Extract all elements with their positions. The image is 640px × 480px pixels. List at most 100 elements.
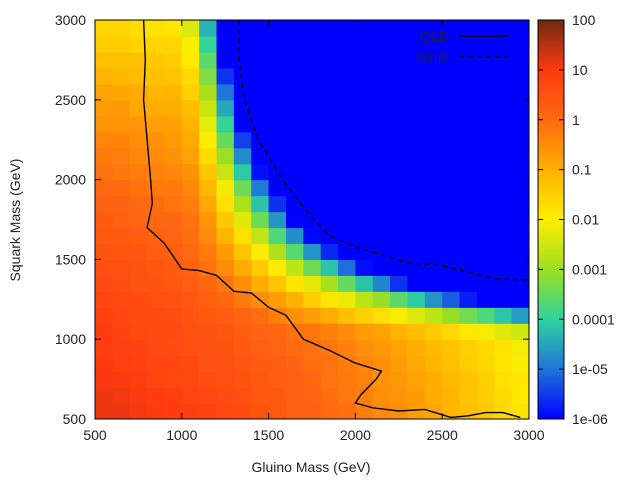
heatmap-cell <box>112 339 131 356</box>
heatmap-cell <box>476 275 495 292</box>
heatmap-cell <box>112 115 131 133</box>
heatmap-cell <box>268 20 287 37</box>
heatmap-cell <box>459 195 478 213</box>
heatmap-cell <box>112 195 131 213</box>
heatmap-cell <box>95 115 113 133</box>
heatmap-cell <box>424 131 443 149</box>
heatmap-cell <box>494 291 513 308</box>
heatmap-cell <box>390 163 409 181</box>
heatmap-cell <box>494 387 513 404</box>
heatmap-cell <box>442 211 461 229</box>
heatmap-cell <box>233 51 252 69</box>
heatmap-cell <box>112 259 131 276</box>
heatmap-cell <box>147 115 166 133</box>
heatmap-cell <box>390 355 409 372</box>
heatmap-cell <box>476 131 495 149</box>
heatmap-cell <box>147 403 166 419</box>
heatmap-cell <box>181 227 200 245</box>
heatmap-cell <box>303 179 322 197</box>
heatmap-cell <box>216 35 235 53</box>
heatmap-cell <box>216 20 235 21</box>
heatmap-cell <box>129 291 148 308</box>
colorbar-tick-label: 100 <box>572 12 596 28</box>
heatmap-cell <box>494 67 513 85</box>
heatmap-cell <box>459 83 478 101</box>
heatmap-cell <box>233 339 252 356</box>
heatmap-cell <box>338 99 356 117</box>
heatmap-cell <box>390 323 409 340</box>
heatmap-cell <box>95 83 113 101</box>
heatmap-cell <box>112 355 131 372</box>
heatmap-cell <box>372 227 391 245</box>
heatmap-cell <box>494 211 513 229</box>
heatmap-cell <box>147 131 166 149</box>
heatmap-cell <box>459 131 478 149</box>
heatmap-cell <box>476 147 495 165</box>
heatmap-cell <box>442 35 461 53</box>
heatmap-cell <box>285 243 304 260</box>
heatmap-cell <box>338 20 356 21</box>
heatmap-cell <box>216 163 235 181</box>
heatmap-cell <box>285 259 304 276</box>
heatmap-cell <box>199 195 218 213</box>
heatmap-cell <box>355 20 374 37</box>
heatmap-cell <box>147 147 166 165</box>
heatmap-cell <box>476 211 495 229</box>
heatmap-cell <box>424 99 443 117</box>
heatmap-cell <box>251 227 270 245</box>
heatmap-cell <box>372 259 391 276</box>
heatmap-cell <box>320 147 339 165</box>
y-tick-label: 1500 <box>55 251 86 267</box>
heatmap-cell <box>95 291 113 308</box>
heatmap-cell <box>355 131 374 149</box>
heatmap-cell <box>476 20 495 37</box>
heatmap-cell <box>199 307 218 324</box>
heatmap-cell <box>355 323 374 340</box>
heatmap-cell <box>442 403 461 419</box>
heatmap-cell <box>459 355 478 372</box>
heatmap-cell <box>442 291 461 308</box>
heatmap-cell <box>181 371 200 388</box>
heatmap-cell <box>129 195 148 213</box>
heatmap-cell <box>511 83 529 101</box>
heatmap-cell <box>442 131 461 149</box>
heatmap-cell <box>216 99 235 117</box>
heatmap-cell <box>216 147 235 165</box>
heatmap-cell <box>303 195 322 213</box>
heatmap-cell <box>355 20 374 21</box>
heatmap-cell <box>442 20 461 21</box>
heatmap-cell <box>199 99 218 117</box>
heatmap-cell <box>216 195 235 213</box>
heatmap-cell <box>181 291 200 308</box>
heatmap-cell <box>233 211 252 229</box>
heatmap-cell <box>251 163 270 181</box>
heatmap-cell <box>303 355 322 372</box>
heatmap-cell <box>459 115 478 133</box>
heatmap-cell <box>129 259 148 276</box>
heatmap-cell <box>95 131 113 149</box>
heatmap-cell <box>459 51 478 69</box>
heatmap-cell <box>476 67 495 85</box>
heatmap-cell <box>251 20 270 21</box>
colorbar-ticks: 100 10 1 0.1 0.01 0.001 0.0001 1e-05 1e-06 <box>538 12 615 427</box>
heatmap-cell <box>390 195 409 213</box>
heatmap-cell <box>130 419 148 436</box>
heatmap-cell <box>476 20 495 21</box>
heatmap-cell <box>355 307 374 324</box>
heatmap-cell <box>494 339 513 356</box>
heatmap-cell <box>390 227 409 245</box>
legend: QLD Sim0 <box>417 28 508 65</box>
heatmap-cell <box>268 115 287 133</box>
heatmap-cell <box>199 275 218 292</box>
heatmap-cell <box>216 51 235 69</box>
heatmap-cell <box>424 275 443 292</box>
heatmap-cell <box>320 20 339 37</box>
heatmap-cell <box>112 131 131 149</box>
heatmap-cell <box>181 323 200 340</box>
heatmap-cell <box>233 147 252 165</box>
heatmap-cell <box>233 291 252 308</box>
heatmap-cell <box>372 115 391 133</box>
heatmap-cell <box>147 307 166 324</box>
heatmap-cell <box>251 403 270 419</box>
heatmap-cell <box>216 243 235 260</box>
